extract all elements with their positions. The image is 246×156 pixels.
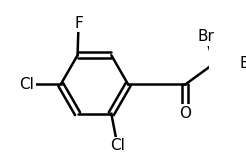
Text: Br: Br xyxy=(198,29,215,44)
Text: O: O xyxy=(179,105,191,121)
Text: Cl: Cl xyxy=(19,77,34,92)
Text: Br: Br xyxy=(239,56,246,71)
Text: Cl: Cl xyxy=(110,138,125,153)
Text: F: F xyxy=(74,16,83,31)
